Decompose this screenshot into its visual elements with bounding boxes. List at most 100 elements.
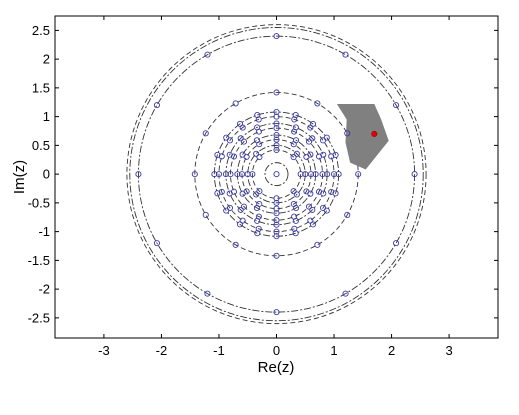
contour-circle-2	[247, 144, 306, 204]
x-tick-label: 2	[388, 343, 395, 358]
pole-marker	[253, 150, 260, 157]
pole-marker	[204, 290, 211, 297]
pole-marker	[342, 290, 349, 297]
pole-marker	[273, 228, 280, 235]
pole-marker	[290, 188, 297, 195]
pole-marker	[256, 188, 263, 195]
pole-marker	[307, 190, 314, 197]
contour-circle-5	[230, 127, 323, 221]
pole-marker	[237, 206, 244, 213]
pole-marker	[253, 191, 260, 198]
pole-marker	[254, 230, 261, 237]
pole-marker	[320, 190, 327, 197]
pole-marker	[314, 241, 321, 248]
contour-circle-1	[251, 149, 302, 199]
pole-marker	[323, 207, 330, 214]
pole-marker	[254, 217, 261, 224]
pole-marker	[249, 171, 256, 178]
pole-marker	[312, 171, 319, 178]
contour-circle-11	[126, 24, 427, 325]
pole-marker	[273, 136, 280, 143]
contour-circle-3	[241, 139, 312, 210]
pole-marker	[290, 153, 297, 161]
pole-marker	[254, 112, 261, 119]
y-axis-label: Im(z)	[11, 160, 28, 194]
y-tick-label: -2	[38, 282, 50, 297]
pole-marker	[273, 89, 280, 96]
pole-marker	[342, 51, 349, 58]
contour-circle-12	[129, 27, 424, 322]
pole-marker	[254, 124, 261, 131]
pole-marker	[256, 153, 263, 161]
contour-circle-7	[218, 116, 335, 233]
y-tick-label: -0.5	[28, 195, 50, 210]
pole-marker	[238, 171, 246, 178]
pole-marker	[253, 137, 260, 144]
pole-marker	[226, 190, 233, 197]
contour-circle-4	[236, 134, 317, 214]
pole-marker	[314, 100, 321, 107]
pole-marker	[273, 195, 280, 202]
y-ticks: 2.5 2 1.5 1 0.5 0 -0.5 -1 -1.5 -2 -2.5	[28, 23, 498, 325]
y-tick-label: -2.5	[28, 310, 50, 325]
pole-marker	[253, 204, 260, 212]
pole-marker	[292, 112, 299, 119]
x-axis-label: Re(z)	[258, 359, 295, 376]
pole-marker	[204, 51, 211, 58]
contour-circle-6	[225, 123, 328, 226]
pole-marker	[214, 190, 221, 197]
pole-marker	[293, 137, 300, 144]
pole-marker	[309, 120, 317, 127]
pole-marker	[153, 240, 160, 247]
pole-marker	[273, 233, 280, 240]
pole-marker	[240, 138, 248, 145]
pole-marker	[135, 171, 142, 178]
pole-marker	[393, 102, 400, 109]
x-tick-label: -2	[156, 343, 168, 358]
pole-marker	[244, 171, 251, 178]
pole-marker	[273, 142, 280, 149]
y-tick-label: 2.5	[32, 23, 50, 38]
pole-marker	[273, 199, 280, 206]
y-tick-label: -1	[38, 224, 50, 239]
pole-marker	[215, 171, 223, 178]
x-tick-label: 0	[273, 343, 280, 358]
pole-marker	[320, 151, 327, 158]
pole-marker	[273, 171, 280, 178]
pole-marker	[319, 171, 326, 178]
y-tick-label: 1	[43, 109, 50, 124]
y-tick-label: 0.5	[32, 138, 50, 153]
pole-marker	[273, 221, 280, 228]
pole-marker	[232, 100, 239, 107]
pole-marker	[273, 120, 280, 127]
pole-marker	[211, 171, 218, 178]
contour-circle-0	[264, 162, 289, 187]
y-tick-label: -1.5	[28, 253, 50, 268]
pole-marker	[232, 241, 239, 248]
pole-marker	[222, 171, 229, 178]
pole-marker	[237, 135, 244, 142]
pole-marker	[273, 113, 280, 120]
shaded-region	[336, 104, 389, 170]
pole-marker	[344, 130, 351, 137]
y-tick-label: 1.5	[32, 80, 50, 95]
pole-marker	[293, 150, 300, 157]
x-tick-label: 3	[445, 343, 452, 358]
x-tick-label: -3	[98, 343, 110, 358]
x-ticks: -3 -2 -1 0 1 2 3	[98, 16, 453, 358]
pole-marker	[223, 207, 230, 214]
pole-marker	[293, 191, 300, 198]
pole-marker	[332, 151, 339, 158]
pole-marker	[307, 151, 314, 158]
pole-marker	[355, 171, 362, 178]
pole-marker	[309, 135, 316, 142]
region-layer	[336, 104, 389, 170]
pole-marker	[292, 217, 299, 224]
pole-marker	[330, 171, 338, 178]
pole-marker	[309, 221, 317, 228]
pole-marker	[335, 171, 342, 178]
pole-marker	[202, 211, 209, 218]
pole-marker	[273, 125, 280, 132]
pole-marker	[223, 134, 230, 141]
